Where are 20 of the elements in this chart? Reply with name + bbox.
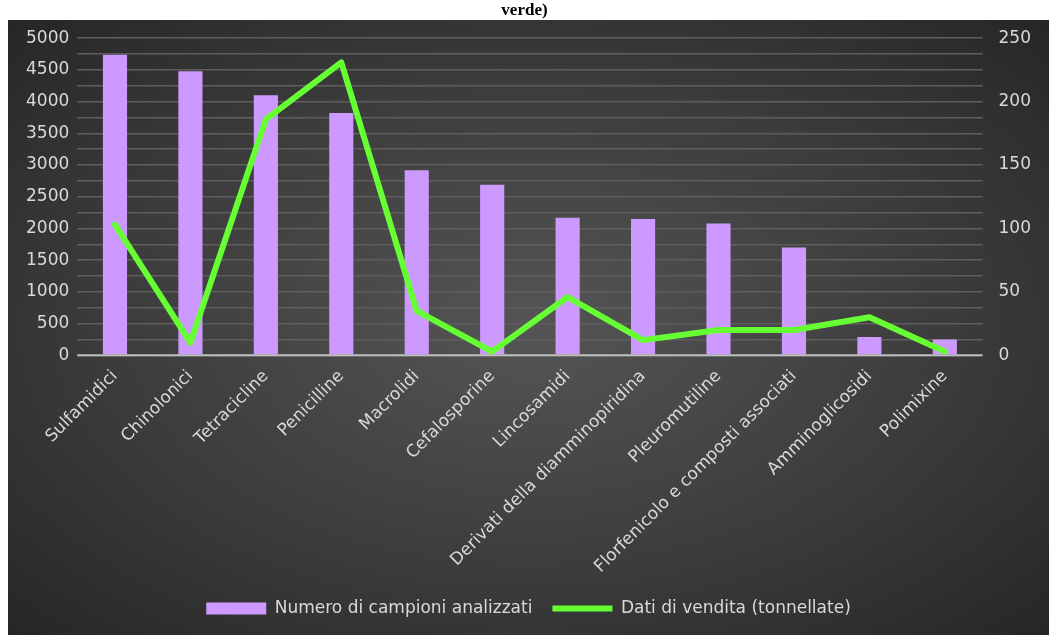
y2-tick-label: 150 (998, 153, 1032, 174)
y2-tick-label: 0 (998, 343, 1010, 364)
y-tick-label: 1500 (26, 248, 70, 269)
chart-title: verde) (500, 0, 549, 20)
legend-label: Dati di vendita (tonnellate) (620, 596, 851, 617)
y-tick-label: 5000 (26, 26, 70, 47)
y-tick-label: 500 (36, 312, 70, 333)
y-tick-label: 0 (58, 343, 70, 364)
y-tick-label: 4500 (26, 58, 70, 79)
y2-tick-label: 250 (998, 26, 1032, 47)
y2-tick-label: 200 (998, 90, 1032, 111)
y-tick-label: 1000 (26, 280, 70, 301)
y-tick-label: 3000 (26, 153, 70, 174)
y-tick-label: 2500 (26, 185, 70, 206)
y-tick-label: 4000 (26, 90, 70, 111)
y-tick-label: 2000 (26, 216, 70, 237)
legend-label: Numero di campioni analizzati (274, 596, 533, 617)
y2-tick-label: 100 (998, 216, 1032, 237)
y2-tick-label: 50 (998, 280, 1021, 301)
y-tick-label: 3500 (26, 121, 70, 142)
